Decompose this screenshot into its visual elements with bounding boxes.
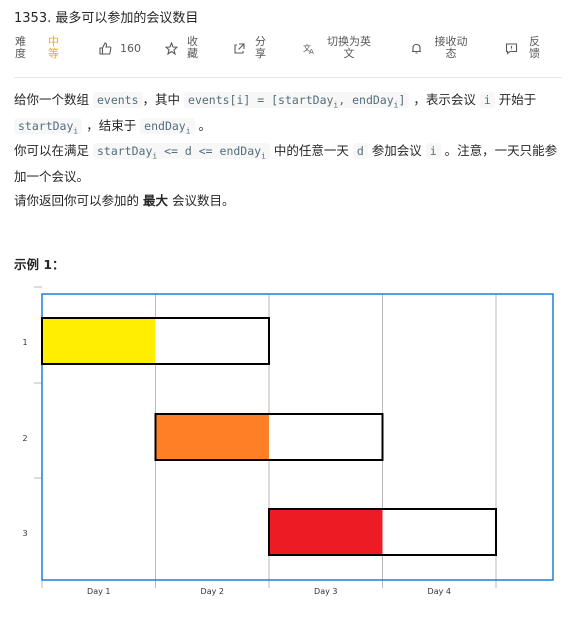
example-heading: 示例 1： — [14, 257, 65, 272]
meeting-bar-outline — [154, 413, 384, 461]
follow-button[interactable]: 接收动态 — [409, 36, 471, 60]
inline-code: endDayi — [140, 118, 195, 136]
x-tick-label: Day 3 — [314, 587, 337, 596]
y-tick-label: 1 — [22, 338, 27, 347]
inline-code: startDayi — [14, 118, 83, 136]
y-tick-label: 2 — [22, 434, 27, 443]
favorite-button[interactable]: 收藏 — [164, 36, 199, 60]
attended-day-fill — [42, 318, 156, 364]
emphasis-text: 最大 — [142, 193, 168, 208]
header-divider — [14, 77, 562, 78]
inline-code: i — [425, 143, 441, 159]
feedback-label: 反馈 — [529, 35, 540, 60]
x-tick-label: Day 4 — [428, 587, 451, 596]
difficulty-value: 中等 — [48, 35, 59, 60]
inline-code: startDayi <= d <= endDayi — [92, 143, 270, 160]
description-paragraph-1: 给你一个数组 events ，其中 events[i] = [startDayi,… — [14, 92, 537, 136]
chart-frame — [41, 293, 554, 581]
star-icon — [164, 41, 178, 55]
difficulty-indicator: 难度 中等 — [14, 36, 60, 60]
difficulty-label: 难度 — [15, 35, 26, 60]
description-paragraph-3: 请你返回你可以参加的 最大 会议数目。 — [14, 193, 235, 208]
inline-code: events[i] = [startDayi, endDayi] — [184, 92, 410, 109]
favorite-label: 收藏 — [187, 35, 198, 60]
description-paragraph-2: 你可以在满足 startDayi <= d <= endDayi 中的任意一天 … — [14, 143, 558, 185]
translate-label: 切换为英文 — [327, 35, 371, 60]
feedback-icon — [504, 41, 518, 55]
svg-text:文: 文 — [303, 43, 311, 53]
follow-label: 接收动态 — [434, 35, 468, 60]
share-label: 分享 — [255, 35, 266, 60]
meeting-bar-outline — [268, 508, 497, 556]
feedback-button[interactable]: 反馈 — [504, 36, 541, 60]
inline-code: d — [352, 143, 368, 159]
like-count: 160 — [120, 41, 141, 55]
share-button[interactable]: 分享 — [232, 36, 267, 60]
svg-text:A: A — [309, 48, 314, 55]
x-tick-label: Day 2 — [201, 587, 224, 596]
like-button[interactable]: 160 — [98, 41, 141, 55]
bell-icon — [409, 41, 423, 55]
x-tick-label: Day 1 — [87, 587, 110, 596]
meetings-timeline-chart: 1 2 3 Day 1 Day 2 Day 3 Day 4 — [22, 286, 554, 596]
y-tick-label: 3 — [22, 529, 27, 538]
attended-day-fill — [155, 414, 269, 460]
inline-code: i — [479, 92, 495, 108]
meeting-bar-outline — [41, 317, 270, 365]
problem-title: 1353. 最多可以参加的会议数目 — [14, 11, 199, 26]
attended-day-fill — [269, 509, 383, 555]
thumbs-up-icon — [98, 41, 112, 55]
inline-code: events — [92, 92, 143, 108]
share-icon — [232, 41, 246, 55]
